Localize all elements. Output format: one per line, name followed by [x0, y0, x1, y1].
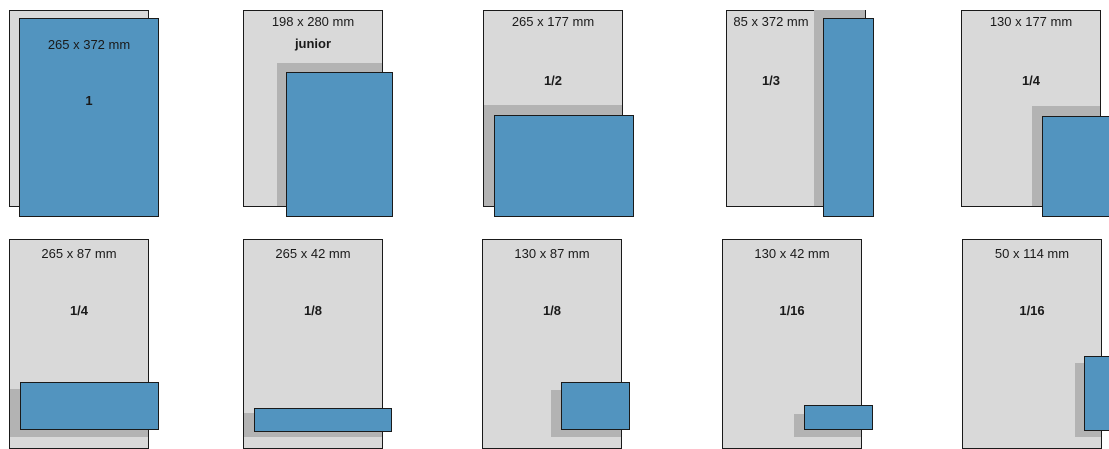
format-fraction-label: 1/16 [1019, 303, 1045, 318]
format-size-label: 265 x 372 mm [47, 37, 131, 52]
ad-area [1084, 356, 1109, 431]
ad-area [286, 72, 393, 217]
format-size-label: 265 x 177 mm [511, 14, 595, 29]
format-fraction-label: 1 [85, 93, 93, 108]
format-fraction-label: 1/3 [761, 73, 781, 88]
ad-area [254, 408, 392, 432]
ad-area [494, 115, 634, 217]
format-fraction-label: junior [294, 36, 332, 51]
format-eighth-box: 130 x 87 mm 1/8 [482, 239, 632, 449]
ad-area [804, 405, 873, 430]
format-size-label: 130 x 87 mm [514, 246, 590, 261]
format-fraction-label: 1/8 [542, 303, 562, 318]
format-half-page: 265 x 177 mm 1/2 [483, 10, 638, 220]
format-size-label: 130 x 177 mm [989, 14, 1073, 29]
format-third-vertical: 85 x 372 mm 1/3 [726, 10, 876, 220]
format-fraction-label: 1/8 [303, 303, 323, 318]
format-size-label: 50 x 114 mm [994, 246, 1070, 261]
format-fraction-label: 1/16 [779, 303, 805, 318]
format-size-label: 198 x 280 mm [271, 14, 355, 29]
format-size-label: 265 x 42 mm [275, 246, 351, 261]
format-size-label: 130 x 42 mm [754, 246, 830, 261]
format-fraction-label: 1/2 [543, 73, 563, 88]
ad-area [1042, 116, 1109, 217]
ad-area [823, 18, 874, 217]
format-full-page: 265 x 372 mm 1 [9, 10, 159, 220]
format-sixteenth-strip: 130 x 42 mm 1/16 [722, 239, 874, 449]
format-quarter-page: 130 x 177 mm 1/4 [961, 10, 1109, 220]
format-fraction-label: 1/4 [69, 303, 89, 318]
ad-area [20, 382, 159, 430]
format-quarter-horizontal: 265 x 87 mm 1/4 [9, 239, 159, 449]
format-size-label: 85 x 372 mm [733, 14, 809, 29]
ad-area [561, 382, 630, 430]
format-eighth-strip: 265 x 42 mm 1/8 [243, 239, 393, 449]
format-fraction-label: 1/4 [1021, 73, 1041, 88]
format-sixteenth-vertical: 50 x 114 mm 1/16 [962, 239, 1109, 449]
ad-format-grid: { "colors": { "page": "#d9d9d9", "shadow… [9, 10, 1109, 449]
format-junior: 198 x 280 mm junior [243, 10, 393, 220]
ad-area [19, 18, 159, 217]
format-size-label: 265 x 87 mm [41, 246, 117, 261]
